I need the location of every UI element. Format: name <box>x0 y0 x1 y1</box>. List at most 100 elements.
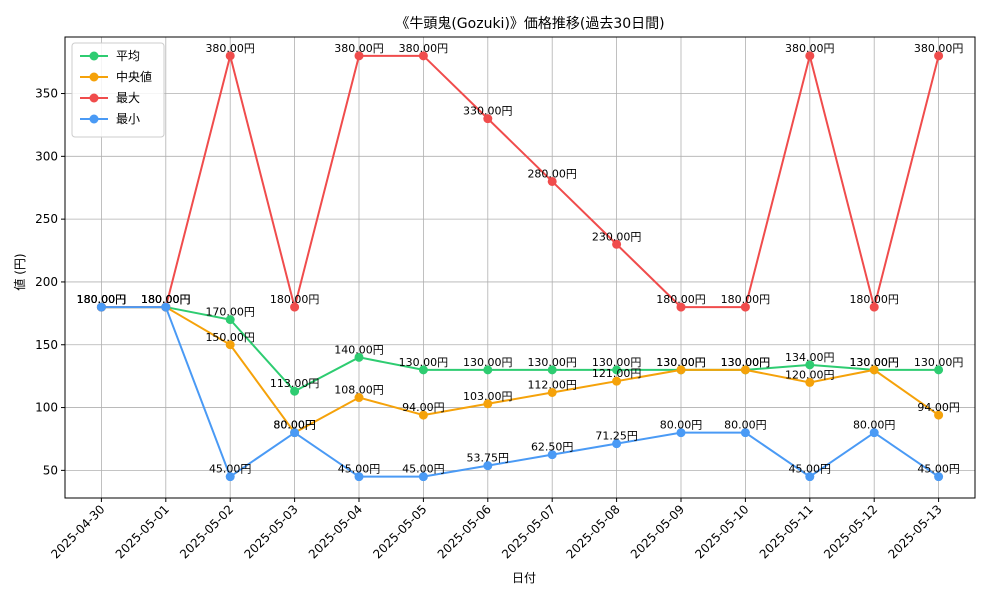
legend-box <box>71 42 165 138</box>
data-label: 45.00円 <box>402 463 445 476</box>
data-point <box>612 365 622 375</box>
series-group <box>96 51 944 482</box>
data-label: 150.00円 <box>205 331 255 344</box>
data-point <box>676 365 686 375</box>
data-label: 80.00円 <box>273 419 316 432</box>
data-label: 71.25円 <box>595 430 638 443</box>
data-label: 180.00円 <box>77 293 127 306</box>
data-label: 280.00円 <box>527 167 577 180</box>
data-point <box>161 302 171 312</box>
data-label: 380.00円 <box>785 42 835 55</box>
data-point <box>805 51 815 61</box>
legend-swatch-marker <box>89 114 99 124</box>
legend-swatch-marker <box>89 93 99 103</box>
data-point <box>676 428 686 438</box>
data-label: 45.00円 <box>338 463 381 476</box>
data-label: 140.00円 <box>334 343 384 356</box>
data-point <box>676 302 686 312</box>
data-label: 94.00円 <box>917 401 960 414</box>
data-label: 180.00円 <box>849 293 899 306</box>
y-tick-label: 150 <box>35 338 58 352</box>
x-tick-label: 2025-05-06 <box>435 502 494 561</box>
data-point <box>612 439 622 449</box>
data-point <box>740 302 750 312</box>
data-label: 80.00円 <box>853 419 896 432</box>
data-label: 180.00円 <box>721 293 771 306</box>
data-label: 45.00円 <box>917 463 960 476</box>
data-label: 130.00円 <box>849 356 899 369</box>
data-point <box>612 376 622 386</box>
legend-swatch-marker <box>89 72 99 82</box>
x-tick-label: 2025-05-08 <box>564 502 623 561</box>
data-label: 130.00円 <box>463 356 513 369</box>
legend-label: 中央値 <box>116 69 152 84</box>
data-label: 121.00円 <box>592 367 642 380</box>
data-point <box>290 302 300 312</box>
data-label: 380.00円 <box>914 42 964 55</box>
legend-label: 平均 <box>116 49 140 63</box>
data-label: 113.00円 <box>270 377 320 390</box>
data-point <box>354 352 364 362</box>
data-label: 180.00円 <box>141 293 191 306</box>
x-tick-label: 2025-05-04 <box>306 502 365 561</box>
data-label: 53.75円 <box>467 452 510 465</box>
data-label: 130.00円 <box>527 356 577 369</box>
data-point <box>740 428 750 438</box>
data-point <box>934 365 944 375</box>
legend-swatch-marker <box>89 51 99 61</box>
data-label: 45.00円 <box>209 463 252 476</box>
legend-label: 最大 <box>116 91 140 105</box>
data-point <box>547 450 557 460</box>
data-point <box>290 428 300 438</box>
data-labels: 180.00円 180.00円 170.00円 113.00円 140.00円 130.0… <box>77 42 964 476</box>
data-label: 130.00円 <box>656 356 706 369</box>
x-tick-label: 2025-05-03 <box>242 502 301 561</box>
data-point <box>354 51 364 61</box>
data-point <box>869 428 879 438</box>
series-line <box>101 306 940 479</box>
data-point <box>547 176 557 186</box>
data-point <box>354 393 364 403</box>
data-label: 180.00円 <box>141 293 191 306</box>
data-point <box>354 472 364 482</box>
data-label: 134.00円 <box>785 351 835 364</box>
grid <box>65 37 975 498</box>
x-tick-label: 2025-05-10 <box>692 502 751 561</box>
data-label: 130.00円 <box>399 356 449 369</box>
data-point <box>290 386 300 396</box>
data-label: 45.00円 <box>789 463 832 476</box>
data-label: 380.00円 <box>334 42 384 55</box>
data-point <box>740 365 750 375</box>
data-point <box>418 472 428 482</box>
x-tick-label: 2025-05-12 <box>821 502 880 561</box>
data-label: 180.00円 <box>656 293 706 306</box>
data-label: 380.00円 <box>205 42 255 55</box>
y-axis-label: 値 (円) <box>12 253 27 290</box>
data-point <box>805 472 815 482</box>
data-label: 380.00円 <box>399 42 449 55</box>
data-point <box>483 114 493 124</box>
data-point <box>418 410 428 420</box>
data-label: 180.00円 <box>77 293 127 306</box>
series-line <box>101 306 940 434</box>
x-tick-label: 2025-05-01 <box>113 502 172 561</box>
data-point <box>225 51 235 61</box>
data-label: 330.00円 <box>463 105 513 118</box>
x-tick-label: 2025-05-05 <box>370 502 429 561</box>
data-label: 103.00円 <box>463 390 513 403</box>
data-point <box>869 365 879 375</box>
data-label: 108.00円 <box>334 384 384 397</box>
data-point <box>547 365 557 375</box>
data-point <box>418 365 428 375</box>
data-point <box>547 387 557 397</box>
legend-label: 最小 <box>116 112 140 126</box>
data-point <box>934 472 944 482</box>
data-label: 130.00円 <box>914 356 964 369</box>
y-tick-label: 300 <box>35 149 58 163</box>
series-line <box>101 306 939 393</box>
data-point <box>96 302 106 312</box>
plot-frame <box>64 36 976 499</box>
data-label: 130.00円 <box>656 356 706 369</box>
x-tick-label: 2025-04-30 <box>48 502 107 561</box>
